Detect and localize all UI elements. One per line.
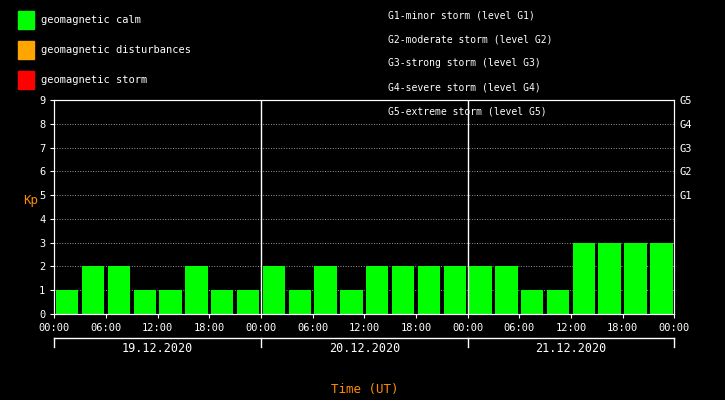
Text: G5-extreme storm (level G5): G5-extreme storm (level G5) <box>388 106 547 116</box>
Bar <box>133 290 156 314</box>
Bar <box>262 266 285 314</box>
Bar <box>366 266 389 314</box>
Bar <box>495 266 518 314</box>
Bar <box>211 290 233 314</box>
Bar <box>599 243 621 314</box>
Bar <box>237 290 260 314</box>
Text: 20.12.2020: 20.12.2020 <box>328 342 400 355</box>
Text: geomagnetic calm: geomagnetic calm <box>41 15 141 25</box>
Bar <box>82 266 104 314</box>
Bar <box>56 290 78 314</box>
Text: G1-minor storm (level G1): G1-minor storm (level G1) <box>388 10 535 20</box>
Bar <box>521 290 543 314</box>
Text: Time (UT): Time (UT) <box>331 383 398 396</box>
Text: 19.12.2020: 19.12.2020 <box>122 342 194 355</box>
Bar <box>185 266 207 314</box>
Text: G3-strong storm (level G3): G3-strong storm (level G3) <box>388 58 541 68</box>
Text: G4-severe storm (level G4): G4-severe storm (level G4) <box>388 82 541 92</box>
Bar <box>315 266 336 314</box>
Bar <box>289 290 311 314</box>
Bar <box>444 266 466 314</box>
Text: geomagnetic disturbances: geomagnetic disturbances <box>41 45 191 55</box>
Bar <box>650 243 673 314</box>
Bar <box>340 290 362 314</box>
Bar <box>418 266 440 314</box>
Bar <box>392 266 414 314</box>
Bar <box>108 266 130 314</box>
Bar <box>160 290 182 314</box>
Bar <box>469 266 492 314</box>
Bar <box>624 243 647 314</box>
Y-axis label: Kp: Kp <box>23 194 38 207</box>
Text: 21.12.2020: 21.12.2020 <box>535 342 607 355</box>
Text: G2-moderate storm (level G2): G2-moderate storm (level G2) <box>388 34 552 44</box>
Bar <box>573 243 595 314</box>
Bar <box>547 290 569 314</box>
Text: geomagnetic storm: geomagnetic storm <box>41 75 148 85</box>
